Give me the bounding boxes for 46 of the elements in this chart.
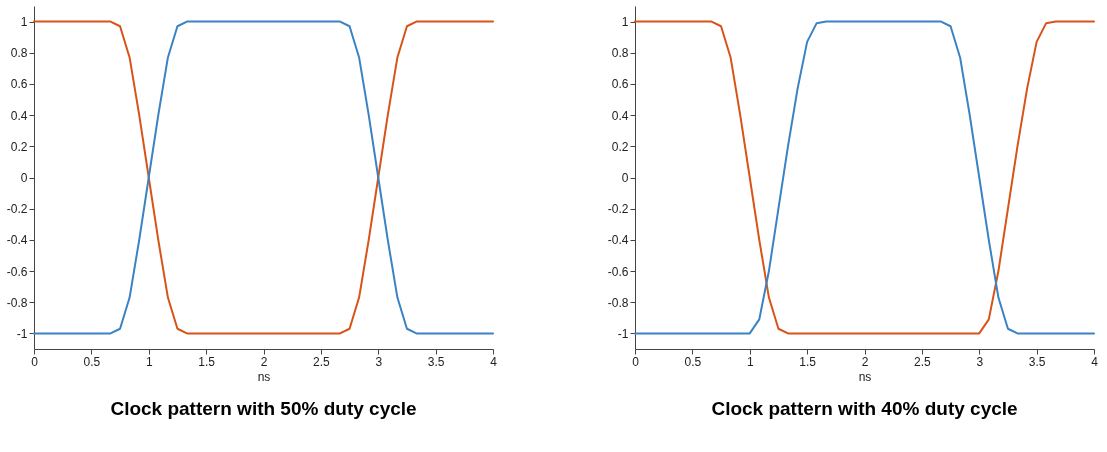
x-tick-label: 2.5	[914, 354, 932, 369]
x-tick-label: 0	[632, 354, 640, 369]
y-tick-label: 0.6	[10, 77, 28, 92]
x-tick-label: 3.5	[427, 354, 445, 369]
x-tick-label: 0	[31, 354, 39, 369]
x-tick-label: 1.5	[198, 354, 216, 369]
text: Clock pattern with 50% duty cycle	[110, 398, 417, 419]
x-tick-label: 3.5	[1028, 354, 1046, 369]
y-tick-label: 0	[621, 171, 629, 185]
y-tick-label: 0.4	[611, 108, 629, 123]
y-tick-label: -0.8	[607, 295, 629, 310]
y-tick-label: 1	[20, 15, 28, 30]
y-tick-label: -1	[617, 326, 629, 341]
x-tick-label: 2.5	[313, 354, 331, 369]
x-tick-label: 1	[145, 354, 153, 369]
x-tick-label: 0.5	[83, 354, 101, 369]
y-tick-label: 0.4	[10, 108, 28, 123]
y-tick-label: -0.2	[6, 202, 28, 217]
x-tick-label: 4	[1091, 354, 1099, 369]
y-tick-label: 0.2	[611, 139, 629, 154]
y-tick-label: 0.2	[10, 139, 28, 154]
y-tick-label: -0.6	[607, 264, 629, 279]
y-tick-label: -1	[16, 326, 28, 341]
line-series	[634, 20, 1095, 335]
y-tick-label: 0.8	[611, 46, 629, 61]
y-tick-label: 0.8	[10, 46, 28, 61]
x-tick-label: 1	[746, 354, 754, 369]
x-tick-label: 3	[976, 354, 984, 369]
y-tick-label: 0	[20, 171, 28, 185]
x-tick-label: 3	[375, 354, 383, 369]
y-tick-label: -0.4	[607, 233, 629, 248]
text: Clock pattern with 40% duty cycle	[711, 398, 1018, 419]
y-tick-label: 0.6	[611, 77, 629, 92]
x-axis-title: ns	[257, 369, 271, 384]
y-tick-label: -0.6	[6, 264, 28, 279]
line-series	[33, 20, 494, 335]
x-tick-label: 4	[490, 354, 498, 369]
y-tick-label: -0.4	[6, 233, 28, 248]
x-tick-label: 0.5	[684, 354, 702, 369]
x-axis-title: ns	[858, 369, 872, 384]
x-tick-label: 2	[260, 354, 268, 369]
y-tick-label: -0.2	[607, 202, 629, 217]
x-tick-label: 2	[861, 354, 869, 369]
x-tick-label: 1.5	[799, 354, 817, 369]
y-tick-label: 1	[621, 15, 629, 30]
y-tick-label: -0.8	[6, 295, 28, 310]
